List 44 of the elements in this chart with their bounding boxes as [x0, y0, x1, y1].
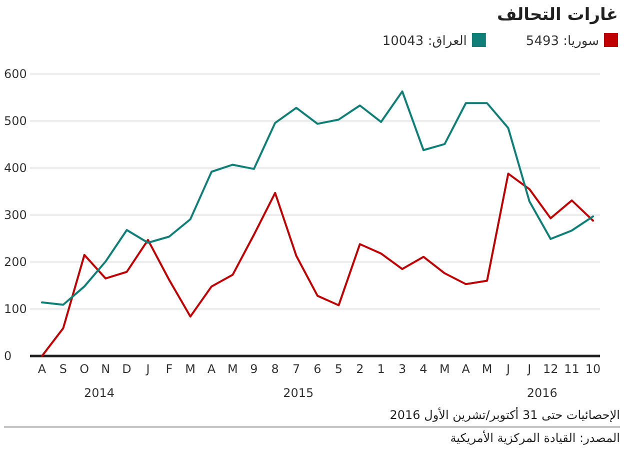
text: 2015 [283, 386, 314, 400]
x-tick-label: 3 [398, 362, 406, 376]
line-series [41, 172, 594, 357]
x-tick-label: 2 [356, 362, 364, 376]
x-tick-label: O [80, 362, 90, 376]
x-tick-label: 5 [334, 362, 343, 376]
x-tick-label: D [122, 362, 132, 376]
x-tick-label: M [439, 362, 450, 376]
x-tick-label: M [482, 362, 492, 376]
line-series [41, 90, 594, 306]
y-tick-label: 400 [4, 161, 27, 175]
x-tick-label: 11 [564, 362, 580, 376]
x-tick-label: J [505, 362, 510, 376]
x-tick-label: S [59, 362, 68, 376]
x-tick-label: 6 [314, 362, 322, 376]
x-tick-label: N [101, 362, 110, 376]
x-tick-label: J [145, 362, 150, 376]
y-tick-label: 100 [4, 302, 27, 316]
y-tick-label: 300 [4, 208, 27, 222]
x-tick-label: J [526, 362, 532, 376]
y-tick-label: 500 [4, 114, 27, 128]
x-tick-label: 7 [292, 362, 300, 376]
x-tick-label: F [166, 362, 173, 376]
x-tick-label: A [462, 362, 471, 376]
x-tick-label: 12 [542, 362, 558, 376]
x-tick-label: 1 [377, 362, 385, 376]
text: المصدر: القيادة المركزية الأمريكية [450, 430, 620, 445]
legend-label: العراق: 10043 [382, 34, 467, 49]
text: الإحصائيات حتى 31 أكتوبر/تشرين الأول 2016 [390, 407, 620, 422]
x-tick-label: A [207, 362, 216, 376]
text: 2016 [526, 386, 558, 400]
y-tick-label: 200 [4, 255, 27, 269]
y-tick-label: 600 [4, 67, 27, 81]
x-tick-label: M [185, 362, 196, 376]
x-tick-label: M [228, 362, 238, 376]
chart-title: غارات التحالف [496, 5, 618, 25]
x-tick-label: A [38, 362, 47, 376]
x-tick-label: 8 [271, 362, 279, 376]
text: 2014 [84, 386, 114, 400]
x-tick-label: 9 [250, 362, 258, 376]
x-tick-label: 10 [585, 362, 601, 376]
x-tick-label: 4 [420, 362, 428, 376]
legend-label: سوريا: 5493 [526, 34, 599, 49]
y-tick-label: 0 [4, 349, 12, 363]
